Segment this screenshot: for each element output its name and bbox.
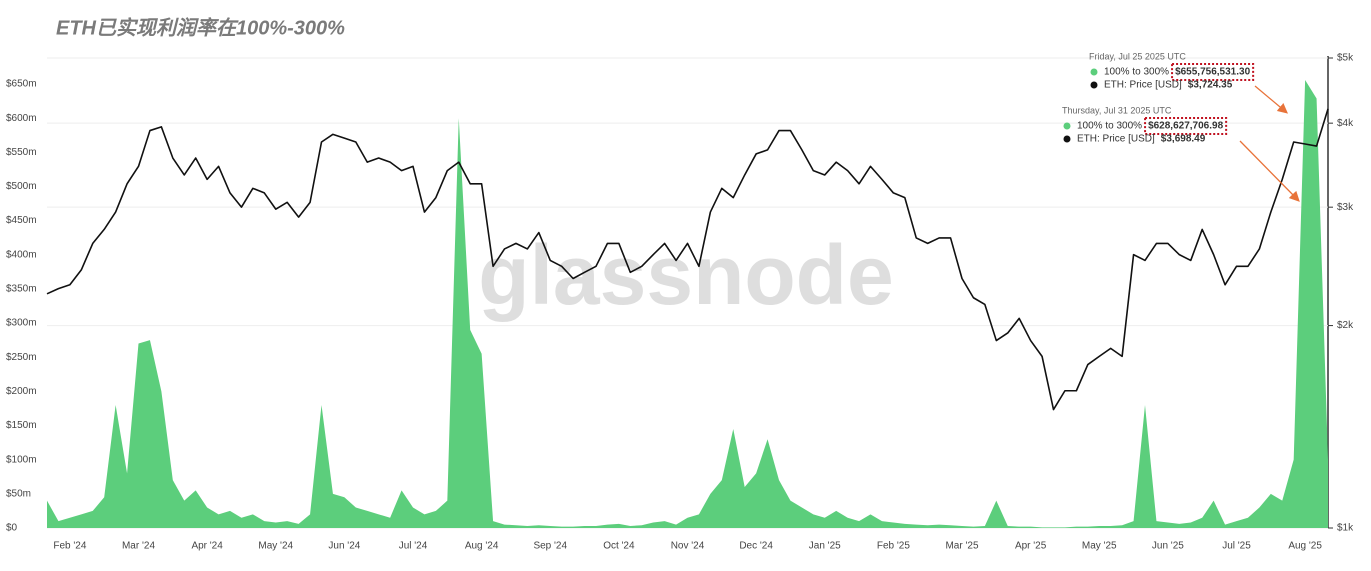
y-tick-label: $600m bbox=[6, 113, 37, 124]
x-tick-label: Apr '25 bbox=[1015, 541, 1047, 552]
y2-tick-label: $5k bbox=[1337, 53, 1354, 64]
x-tick-label: May '24 bbox=[258, 541, 293, 552]
highlight-box bbox=[1171, 63, 1255, 81]
tooltips: Friday, Jul 25 2025 UTC 100% to 300% $655,… bbox=[1062, 51, 1255, 145]
x-tick-label: Dec '24 bbox=[739, 541, 773, 552]
x-tick-label: Aug '25 bbox=[1288, 541, 1322, 552]
x-tick-label: Mar '25 bbox=[945, 541, 978, 552]
y-tick-label: $500m bbox=[6, 181, 37, 192]
y-tick-label: $0 bbox=[6, 523, 18, 534]
y-tick-label: $550m bbox=[6, 147, 37, 158]
tooltip-series-name: 100% to 300% bbox=[1104, 67, 1169, 78]
y2-tick-label: $1k bbox=[1337, 523, 1354, 534]
tooltip-value: $655,756,531.30 bbox=[1175, 67, 1251, 78]
legend-dot bbox=[1090, 81, 1098, 89]
x-tick-label: Aug '24 bbox=[465, 541, 499, 552]
x-tick-label: Oct '24 bbox=[603, 541, 635, 552]
chart-title: ETH已实现利润率在100%-300% bbox=[56, 16, 345, 39]
tooltip-series-name: ETH: Price [USD] bbox=[1104, 80, 1182, 91]
x-tick-label: Jan '25 bbox=[809, 541, 841, 552]
y-tick-label: $50m bbox=[6, 488, 31, 499]
legend-dot bbox=[1063, 135, 1071, 143]
tooltip-value: $628,627,706.98 bbox=[1148, 121, 1224, 132]
y-tick-label: $400m bbox=[6, 249, 37, 260]
y-tick-label: $350m bbox=[6, 284, 37, 295]
y-tick-label: $650m bbox=[6, 79, 37, 90]
arrow bbox=[1254, 85, 1288, 114]
arrow bbox=[1239, 140, 1300, 202]
x-tick-label: Jun '24 bbox=[328, 541, 360, 552]
y-tick-label: $200m bbox=[6, 386, 37, 397]
y2-tick-label: $2k bbox=[1337, 320, 1354, 331]
tooltip-value: $3,724.35 bbox=[1188, 80, 1233, 91]
y2-tick-label: $4k bbox=[1337, 118, 1354, 129]
y2-tick-label: $3k bbox=[1337, 202, 1354, 213]
y-tick-label: $450m bbox=[6, 215, 37, 226]
tooltip-series-name: ETH: Price [USD] bbox=[1077, 134, 1155, 145]
tooltip-value: $3,698.49 bbox=[1161, 134, 1206, 145]
plot: $0 $50m $100m $150m $200m $250m $300m $350m $400… bbox=[6, 53, 1354, 552]
x-tick-label: Feb '25 bbox=[877, 541, 910, 552]
highlight-box bbox=[1144, 117, 1228, 135]
tooltip-series-name: 100% to 300% bbox=[1077, 121, 1142, 132]
tooltip-date: Friday, Jul 25 2025 UTC bbox=[1089, 51, 1186, 61]
y-tick-label: $100m bbox=[6, 454, 37, 465]
line bbox=[46, 108, 1329, 411]
x-tick-label: Apr '24 bbox=[191, 541, 223, 552]
y-tick-label: $300m bbox=[6, 318, 37, 329]
x-tick-label: Jul '25 bbox=[1222, 541, 1251, 552]
legend-dot bbox=[1090, 68, 1098, 76]
x-tick-label: Jun '25 bbox=[1152, 541, 1184, 552]
x-tick-label: May '25 bbox=[1082, 541, 1117, 552]
y-tick-label: $250m bbox=[6, 352, 37, 363]
x-tick-label: Mar '24 bbox=[122, 541, 155, 552]
x-tick-label: Nov '24 bbox=[671, 541, 705, 552]
x-tick-label: Jul '24 bbox=[399, 541, 428, 552]
x-tick-label: Feb '24 bbox=[53, 541, 86, 552]
x-tick-label: Sep '24 bbox=[533, 541, 567, 552]
legend-dot bbox=[1063, 122, 1071, 130]
tooltip-date: Thursday, Jul 31 2025 UTC bbox=[1062, 105, 1172, 115]
watermark: glassnode bbox=[478, 228, 893, 322]
y-tick-label: $150m bbox=[6, 420, 37, 431]
